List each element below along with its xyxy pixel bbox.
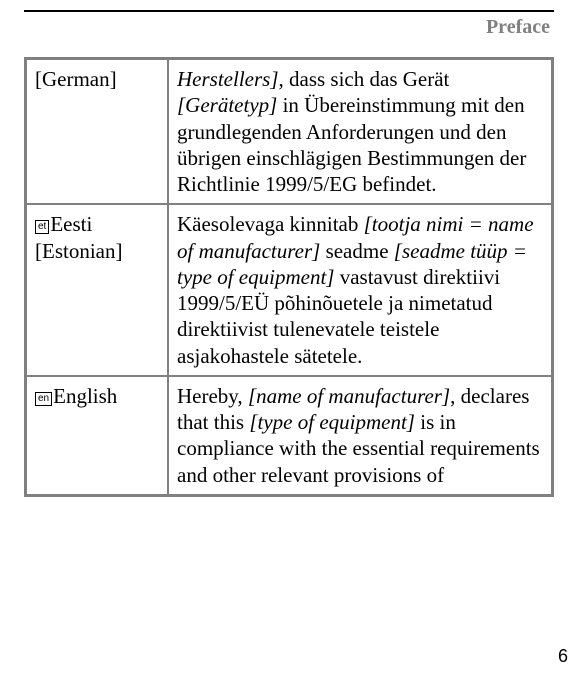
page-header-title: Preface [24,16,554,39]
table-row: enEnglish Hereby, [name of manufacturer]… [27,377,551,494]
declaration-italic: Herstellers] [177,67,279,91]
declaration-cell: Käesolevaga kinnitab [tootja nimi = name… [169,205,551,375]
declaration-text: seadme [320,239,393,263]
declaration-cell: Hereby, [name of manufacturer], declares… [169,377,551,494]
language-name: [German] [35,67,117,91]
language-english-name: [Estonian] [35,239,122,263]
language-cell: enEnglish [27,377,167,494]
header-divider [24,10,554,12]
table-row: [German] Herstellers], dass sich das Ger… [27,60,551,203]
declaration-table: [German] Herstellers], dass sich das Ger… [24,57,554,497]
declaration-italic: [name of manufacturer] [248,384,450,408]
language-cell: etEesti [Estonian] [27,205,167,375]
declaration-text: Hereby, [177,384,248,408]
declaration-text: Käesolevaga kinnitab [177,212,364,236]
language-cell: [German] [27,60,167,203]
language-badge-icon: et [35,220,49,234]
declaration-italic: [Gerätetyp] [177,93,277,117]
page-number: 6 [558,646,568,667]
language-name: Eesti [50,212,92,236]
language-name: English [53,384,117,408]
table-row: etEesti [Estonian] Käesolevaga kinnitab … [27,205,551,375]
declaration-text: , dass sich das Gerät [279,67,450,91]
language-badge-icon: en [35,392,52,406]
declaration-cell: Herstellers], dass sich das Gerät [Gerät… [169,60,551,203]
declaration-italic: [type of equipment] [249,410,415,434]
